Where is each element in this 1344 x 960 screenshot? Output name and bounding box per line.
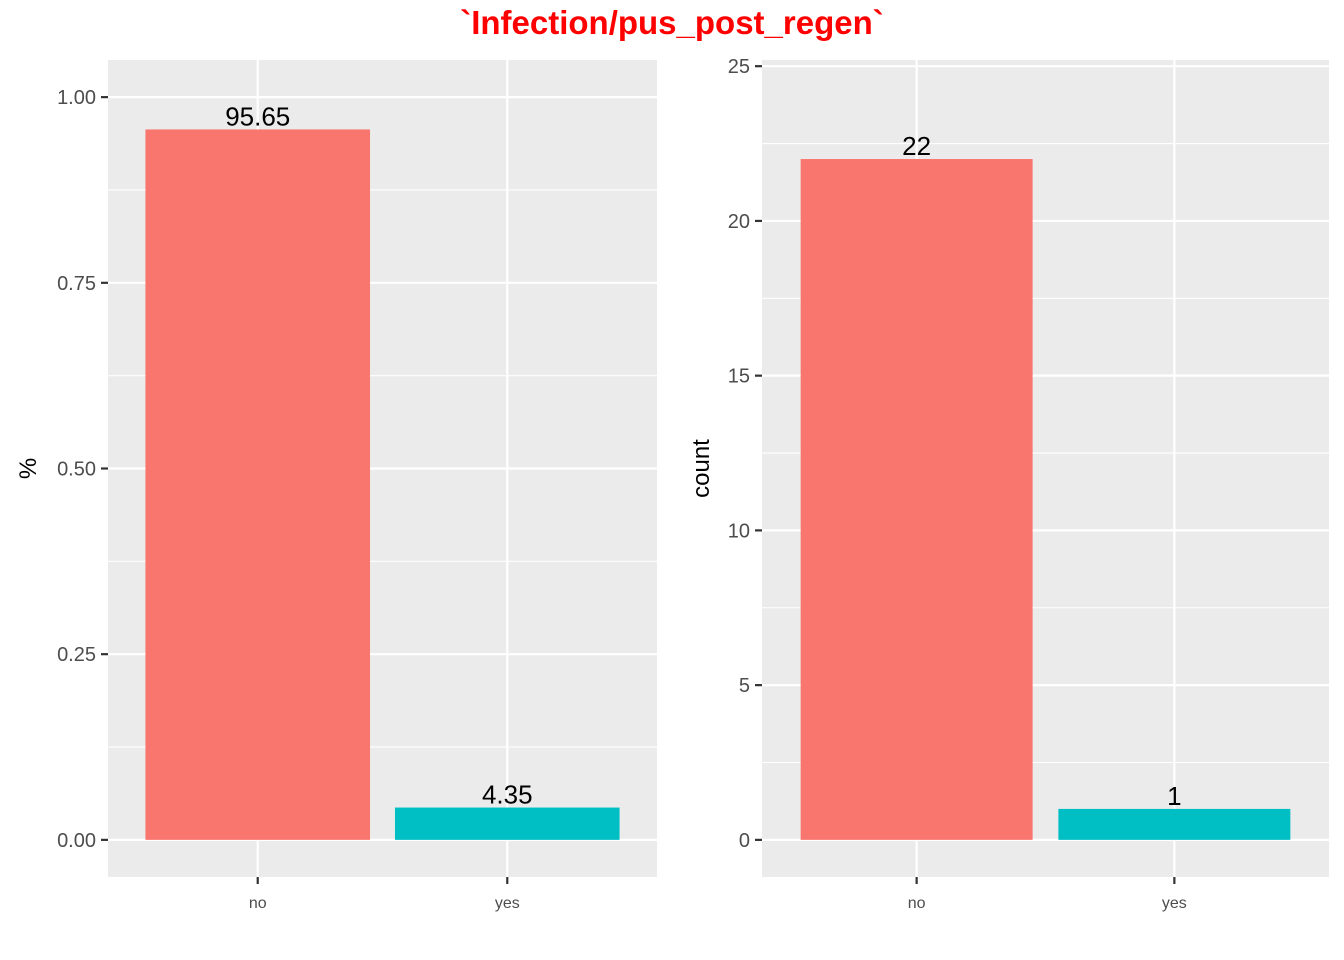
panel-1-y-tick-label: 1.00 (57, 87, 96, 109)
panel-1-x-tick-label: no (249, 895, 267, 912)
panel-2-x-tick-label: no (908, 895, 926, 912)
panel-1-data-label-yes: 4.35 (482, 780, 533, 810)
panel-1-bar-yes (394, 807, 620, 840)
panel-2-y-tick-label: 5 (739, 675, 750, 697)
panel-2-bar-yes (1058, 808, 1291, 840)
panel-2-data-label-yes: 1 (1167, 781, 1181, 811)
panel-1-x-tick-label: yes (495, 895, 520, 912)
panel-2-y-axis-title: count (688, 439, 715, 498)
panel-1-y-axis-title: % (15, 458, 42, 479)
panel-2-y-tick-label: 0 (739, 830, 750, 852)
panel-1-y-tick-label: 0.00 (57, 830, 96, 852)
panel-1-bar-no (145, 129, 371, 840)
panel-1-y-tick-label: 0.50 (57, 459, 96, 481)
panel-2-y-tick-label: 10 (728, 520, 750, 542)
panel-1-data-label-no: 95.65 (225, 101, 290, 131)
panel-2-y-tick-label: 25 (728, 56, 750, 78)
chart-title: `Infection/pus_post_regen` (460, 4, 884, 41)
panel-2-data-label-no: 22 (902, 131, 931, 161)
panel-1-y-tick-label: 0.25 (57, 644, 96, 666)
panel-2-x-tick-label: yes (1162, 895, 1187, 912)
panel-2-bar-no (800, 159, 1033, 840)
panel-2-y-tick-label: 20 (728, 211, 750, 233)
panel-1-y-tick-label: 0.75 (57, 273, 96, 295)
panel-2-y-tick-label: 15 (728, 366, 750, 388)
